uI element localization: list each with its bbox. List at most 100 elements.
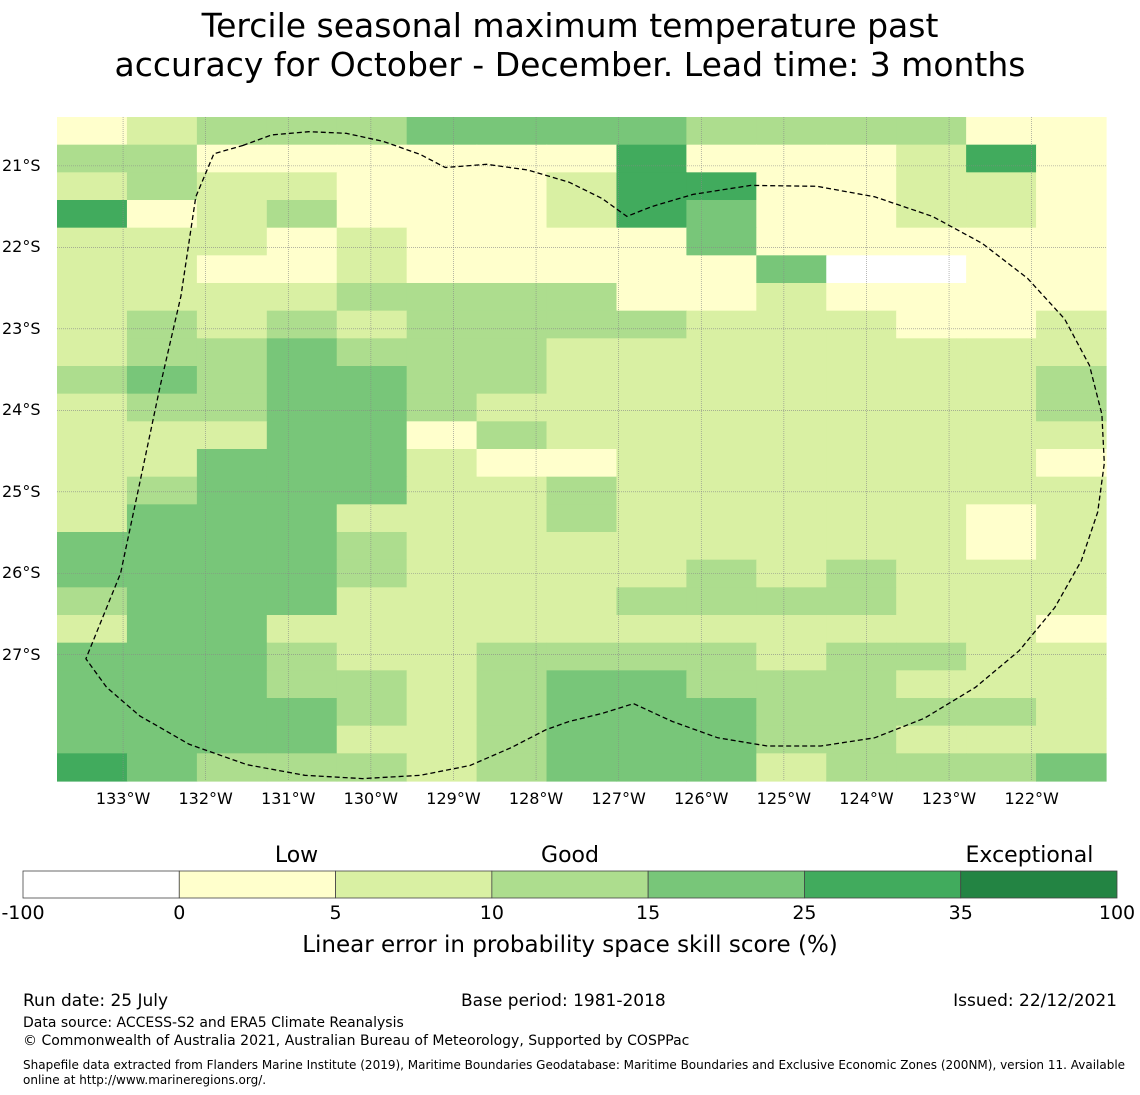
grid-cell <box>756 532 827 561</box>
grid-cell <box>616 725 687 754</box>
grid-cell <box>686 476 757 505</box>
grid-cell <box>1036 393 1107 422</box>
grid-cell <box>476 615 548 644</box>
grid-cell <box>1036 255 1107 284</box>
grid-cell <box>266 532 338 561</box>
grid-cell <box>546 476 618 505</box>
grid-cell <box>336 255 408 284</box>
grid-cell <box>476 200 548 229</box>
lat-label: 23°S <box>2 318 41 338</box>
run-date: Run date: 25 July <box>23 991 169 1011</box>
grid-cell <box>476 227 548 256</box>
grid-cell <box>196 725 268 754</box>
grid-cell <box>966 615 1037 644</box>
grid-cell <box>336 725 408 754</box>
grid-cell <box>826 310 897 339</box>
grid-cell <box>57 476 128 505</box>
grid-cell <box>546 200 618 229</box>
grid-cell <box>1036 200 1107 229</box>
colorbar-tick-label: 35 <box>948 902 973 924</box>
grid-cell <box>406 283 478 312</box>
grid-cell <box>126 615 198 644</box>
grid-cell <box>1036 559 1107 588</box>
grid-cell <box>616 227 687 256</box>
grid-cell <box>686 255 757 284</box>
colorbar-category: Exceptional <box>965 843 1094 868</box>
grid-cell <box>57 615 128 644</box>
grid-cell <box>126 698 198 727</box>
grid-cell <box>476 421 548 450</box>
title-line-2: accuracy for October - December. Lead ti… <box>114 45 1026 84</box>
grid-cell <box>126 338 198 367</box>
grid-cell <box>686 338 757 367</box>
grid-cell <box>966 393 1037 422</box>
grid-cell <box>616 476 687 505</box>
grid-cell <box>266 753 338 782</box>
grid-cell <box>406 421 478 450</box>
grid-cell <box>896 255 967 284</box>
grid-cell <box>1036 310 1107 339</box>
grid-cell <box>126 283 198 312</box>
grid-cell <box>126 421 198 450</box>
grid-cell <box>57 255 128 284</box>
grid-cell <box>756 559 827 588</box>
grid-cell <box>686 587 757 616</box>
grid-cell <box>266 310 338 339</box>
lat-label: 27°S <box>2 644 41 664</box>
grid-cell <box>966 587 1037 616</box>
grid-cell <box>196 172 268 201</box>
grid-cell <box>546 532 618 561</box>
grid-cell <box>826 227 897 256</box>
grid-cell <box>57 393 128 422</box>
grid-cell <box>966 476 1037 505</box>
grid-cell <box>546 144 618 173</box>
grid-cell <box>896 725 967 754</box>
grid-cell <box>196 227 268 256</box>
colorbar-label: Linear error in probability space skill … <box>302 932 838 958</box>
grid-cell <box>756 255 827 284</box>
grid-cell <box>126 255 198 284</box>
grid-cell <box>1036 642 1107 671</box>
grid-cell <box>196 670 268 699</box>
grid-cell <box>616 421 687 450</box>
grid-cell <box>336 532 408 561</box>
grid-cell <box>966 421 1037 450</box>
grid-cell <box>266 476 338 505</box>
grid-cell <box>1036 421 1107 450</box>
grid-cell <box>966 725 1037 754</box>
grid-cell <box>546 449 618 478</box>
shapefile-credit-line-1: Shapefile data extracted from Flanders M… <box>23 1058 1126 1072</box>
grid-cell <box>57 698 128 727</box>
grid-cell <box>196 476 268 505</box>
grid-cell <box>336 310 408 339</box>
grid-cell <box>266 504 338 533</box>
grid-cell <box>686 725 757 754</box>
grid-cell <box>1036 587 1107 616</box>
grid-cell <box>826 642 897 671</box>
grid-cell <box>57 421 128 450</box>
grid-cell <box>966 144 1037 173</box>
grid-cell <box>686 532 757 561</box>
grid-cell <box>57 227 128 256</box>
grid-cell <box>196 532 268 561</box>
grid-cell <box>896 476 967 505</box>
grid-cell <box>1036 144 1107 173</box>
lon-label: 129°W <box>426 789 481 808</box>
grid-cell <box>406 366 478 395</box>
grid-cell <box>196 283 268 312</box>
grid-cell <box>336 200 408 229</box>
grid-cell <box>196 144 268 173</box>
grid-cell <box>1036 753 1107 782</box>
colorbar-category: Low <box>274 843 319 868</box>
grid-cell <box>336 642 408 671</box>
grid-cell <box>266 227 338 256</box>
grid-cell <box>546 753 618 782</box>
lon-label: 127°W <box>591 789 646 808</box>
grid-cell <box>826 366 897 395</box>
grid-cell <box>266 338 338 367</box>
grid-cell <box>1036 227 1107 256</box>
grid-cell <box>266 366 338 395</box>
grid-cell <box>616 283 687 312</box>
grid-cell <box>826 504 897 533</box>
grid-cell <box>406 587 478 616</box>
